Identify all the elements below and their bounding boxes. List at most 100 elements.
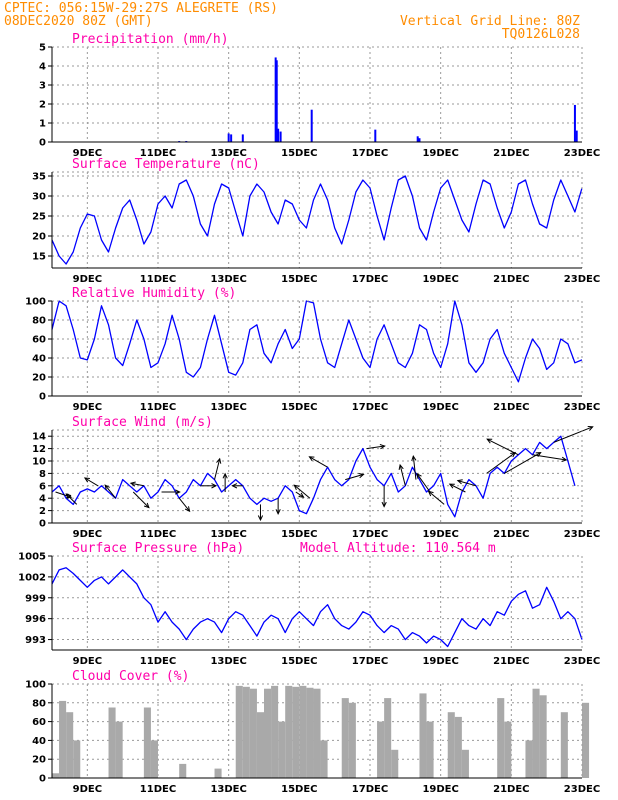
precip-bar	[418, 138, 421, 142]
precip-x-tick-label: 9DEC	[73, 148, 102, 159]
cloud-x-tick-label: 9DEC	[73, 784, 102, 795]
cloud-bar	[341, 698, 349, 778]
wind-y-tick-label: 4	[39, 494, 46, 505]
temp-y-tick-label: 30	[32, 192, 46, 203]
cloud-bar	[560, 712, 568, 778]
pres-y-tick-label: 993	[25, 635, 46, 646]
wind-arrow-head	[231, 483, 238, 489]
pres-y-tick-label: 1002	[18, 572, 46, 583]
rh-x-tick-label: 17DEC	[352, 402, 388, 413]
cloud-y-tick-label: 80	[32, 698, 46, 709]
cloud-bar	[115, 721, 123, 778]
rh-y-tick-label: 60	[32, 335, 46, 346]
header-station: CPTEC: 056:15W-29:27S ALEGRETE (RS)	[4, 1, 278, 16]
wind-arrow-head	[381, 501, 387, 508]
precip-bar	[275, 60, 278, 142]
cloud-bar	[143, 707, 151, 778]
temp-x-tick-label: 13DEC	[210, 274, 246, 285]
wind-y-tick-label: 2	[39, 506, 46, 517]
cloud-bar	[235, 685, 243, 778]
cloud-title: Cloud Cover (%)	[72, 669, 189, 684]
rh-x-tick-label: 15DEC	[281, 402, 317, 413]
wind-arrow-head	[65, 493, 72, 499]
cloud-bar	[426, 721, 434, 778]
wind-y-tick-label: 14	[32, 432, 46, 443]
rh-series-line	[51, 300, 583, 383]
temp-x-tick-label: 15DEC	[281, 274, 317, 285]
temp-y-tick-label: 15	[32, 252, 46, 263]
wind-arrow-head	[257, 515, 264, 522]
wind-x-tick-label: 13DEC	[210, 529, 246, 540]
cloud-y-tick-label: 0	[39, 774, 46, 785]
wind-arrow-head	[308, 456, 315, 462]
temp-x-tick-label: 11DEC	[140, 274, 176, 285]
precip-bar	[274, 57, 277, 143]
rh-title: Relative Humidity (%)	[72, 286, 236, 301]
pres-x-tick-label: 11DEC	[140, 656, 176, 667]
cloud-x-tick-label: 11DEC	[140, 784, 176, 795]
cloud-bar	[66, 712, 74, 778]
cloud-bar	[320, 740, 328, 778]
wind-arrow	[366, 445, 385, 450]
wind-arrow	[416, 473, 431, 493]
wind-arrow	[449, 483, 466, 493]
cloud-bar	[348, 702, 356, 778]
precip-bar	[575, 130, 578, 142]
wind-arrow-head	[448, 483, 455, 489]
wind-arrow	[486, 438, 519, 456]
temp-x-tick-label: 9DEC	[73, 274, 102, 285]
temp-x-tick-label: 23DEC	[564, 274, 600, 285]
wind-arrow-head	[510, 451, 517, 458]
pres-x-tick-label: 9DEC	[73, 656, 102, 667]
precip-bar	[279, 131, 282, 142]
precip-bar	[241, 134, 244, 142]
wind-title: Surface Wind (m/s)	[72, 415, 213, 430]
precip-x-tick-label: 15DEC	[281, 148, 317, 159]
precip-x-tick-label: 11DEC	[140, 148, 176, 159]
precip-x-tick-label: 13DEC	[210, 148, 246, 159]
pres-x-tick-label: 17DEC	[352, 656, 388, 667]
wind-arrow	[309, 456, 328, 468]
cloud-bar	[285, 685, 293, 778]
precip-y-tick-label: 4	[39, 62, 46, 73]
wind-arrow	[84, 477, 99, 487]
precip-x-tick-label: 21DEC	[493, 148, 529, 159]
cloud-x-tick-label: 23DEC	[564, 784, 600, 795]
wind-y-tick-label: 0	[39, 519, 46, 530]
pres-x-tick-label: 23DEC	[564, 656, 600, 667]
precip-bar	[416, 136, 419, 142]
precip-y-tick-label: 3	[39, 81, 46, 92]
temp-title: Surface Temperature (nC)	[72, 157, 260, 172]
rh-x-tick-label: 19DEC	[422, 402, 458, 413]
pres-y-tick-label: 1005	[18, 552, 46, 563]
wind-arrow	[294, 484, 311, 499]
wind-x-tick-label: 15DEC	[281, 529, 317, 540]
temp-series-line	[51, 175, 583, 265]
wind-arrow-head	[398, 463, 404, 470]
pres-x-tick-label: 19DEC	[422, 656, 458, 667]
rh-x-tick-label: 23DEC	[564, 402, 600, 413]
wind-arrow-head	[174, 489, 181, 495]
wind-arrow-head	[411, 455, 417, 462]
header-model: TQ0126L028	[502, 27, 580, 42]
precip-title: Precipitation (mm/h)	[72, 32, 229, 47]
wind-y-tick-label: 10	[32, 457, 46, 468]
precip-y-tick-label: 5	[39, 43, 46, 54]
precip-y-tick-label: 1	[39, 119, 46, 130]
cloud-bar	[73, 740, 81, 778]
precip-y-tick-label: 2	[39, 100, 46, 111]
cloud-bar	[504, 721, 512, 778]
cloud-bar	[256, 712, 264, 778]
cloud-bar	[242, 686, 250, 778]
wind-series-line	[51, 435, 576, 518]
cloud-bar	[59, 700, 67, 778]
cloud-bar	[292, 686, 300, 778]
wind-arrow	[504, 452, 541, 474]
cloud-bar	[264, 688, 272, 778]
wind-arrow	[486, 452, 516, 474]
cloud-bar	[377, 721, 385, 778]
cloud-bar	[582, 702, 590, 778]
wind-arrow-head	[427, 490, 434, 497]
cloud-bar	[532, 688, 540, 778]
wind-arrow-head	[358, 473, 365, 479]
